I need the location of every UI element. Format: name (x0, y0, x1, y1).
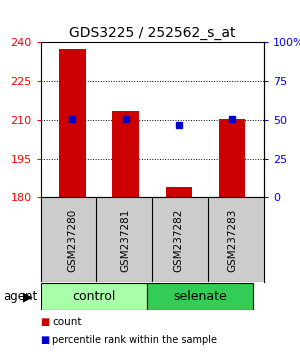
Bar (40, 283, 147, 310)
Text: GSM237282: GSM237282 (174, 208, 184, 272)
Text: ▶: ▶ (23, 290, 32, 303)
Bar (112, 111, 139, 198)
Text: selenate: selenate (173, 290, 227, 303)
Text: count: count (52, 317, 82, 327)
Text: ■: ■ (40, 336, 50, 346)
Text: percentile rank within the sample: percentile rank within the sample (52, 336, 218, 346)
Text: GSM237280: GSM237280 (68, 209, 77, 272)
Text: GSM237281: GSM237281 (121, 208, 130, 272)
Bar (59, 49, 86, 198)
Text: GSM237283: GSM237283 (227, 208, 237, 272)
Text: agent: agent (3, 290, 37, 303)
Bar (147, 283, 254, 310)
Text: ■: ■ (40, 317, 50, 327)
Text: control: control (72, 290, 116, 303)
Bar (219, 119, 245, 198)
Bar (166, 187, 192, 198)
Title: GDS3225 / 252562_s_at: GDS3225 / 252562_s_at (69, 26, 236, 40)
